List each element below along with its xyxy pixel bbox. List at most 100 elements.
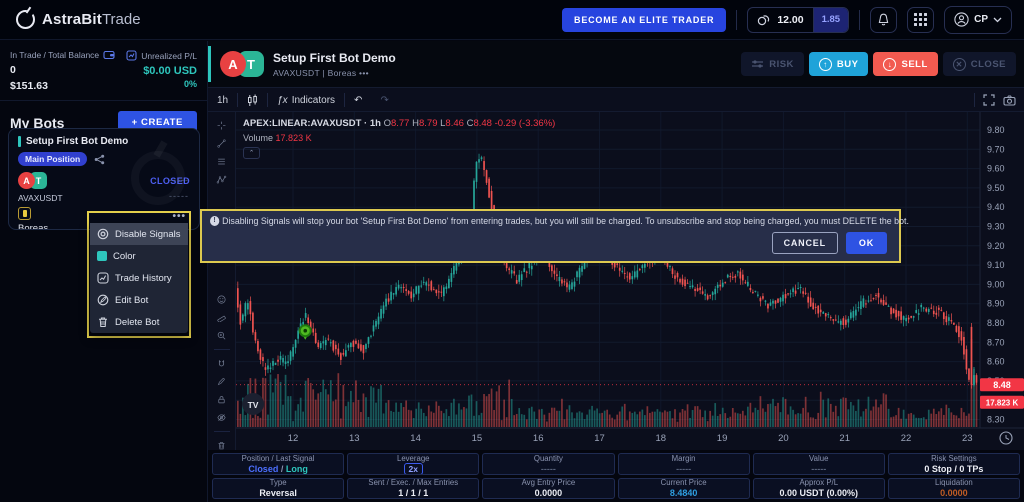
profile-menu[interactable]: CP <box>944 5 1012 34</box>
legend-collapse-button[interactable]: ⌃ <box>243 147 260 159</box>
stat-label: Value <box>809 453 829 463</box>
menu-item-delete-bot[interactable]: Delete Bot <box>90 311 188 333</box>
menu-item-trade-history[interactable]: Trade History <box>90 267 188 289</box>
bot-card[interactable]: Setup First Bot Demo Main Position A T C… <box>8 128 200 230</box>
stat-leverage: Leverage 2x <box>347 453 480 475</box>
stat-approx-p-l: Approx P/L 0.00 USDT (0.00%) <box>752 477 885 499</box>
svg-text:15: 15 <box>472 433 483 444</box>
menu-item-edit-bot[interactable]: Edit Bot <box>90 289 188 311</box>
nav-divider <box>859 9 861 30</box>
avax-coin-icon: A <box>18 172 35 189</box>
menu-item-disable-signals[interactable]: Disable Signals <box>90 223 188 245</box>
profile-initials: CP <box>974 14 988 25</box>
stat-label: Liquidation <box>935 478 973 488</box>
record-icon <box>97 228 109 240</box>
svg-text:9.60: 9.60 <box>987 164 1005 174</box>
stat-liquidation: Liquidation 0.0000 <box>887 477 1020 499</box>
hide-drawings-icon[interactable] <box>214 413 229 422</box>
upl-label: Unrealized P/L <box>141 50 197 61</box>
fullscreen-icon[interactable] <box>983 94 995 106</box>
pattern-tool-icon[interactable] <box>214 175 229 184</box>
svg-text:8.48: 8.48 <box>993 380 1011 390</box>
stat-position-last-signal: Position / Last Signal Closed / Long <box>212 453 345 475</box>
volume-label[interactable]: Volume <box>243 133 274 143</box>
arrow-up-icon: ↑ <box>818 57 832 71</box>
menu-item-label: Disable Signals <box>115 228 181 240</box>
crosshair-tool-icon[interactable] <box>214 121 229 130</box>
credits-pill[interactable]: 12.00 1.85 <box>747 6 850 33</box>
price-chart[interactable]: 9.80 9.70 9.60 9.50 9.40 9.30 9.20 9.10 9.00 8.90… <box>236 112 1024 450</box>
cancel-button[interactable]: CANCEL <box>771 232 838 254</box>
info-icon: ! <box>210 216 220 226</box>
svg-text:8.30: 8.30 <box>987 415 1005 425</box>
lock-tool-icon[interactable] <box>214 395 229 404</box>
candles-icon <box>248 94 258 106</box>
sell-button[interactable]: ↓ SELL <box>873 52 938 76</box>
svg-text:9.70: 9.70 <box>987 144 1005 154</box>
delete-drawings-icon[interactable] <box>214 441 229 450</box>
share-icon[interactable] <box>94 154 105 165</box>
svg-text:20: 20 <box>778 433 789 444</box>
edit-mode-icon[interactable] <box>214 377 229 386</box>
symbol-text[interactable]: APEX:LINEAR:AVAXUSDT · 1h <box>243 118 381 129</box>
svg-text:13: 13 <box>349 433 360 444</box>
chart-toolbar: 1h ƒx Indicators ↶ ↷ <box>208 89 1024 112</box>
fib-tool-icon[interactable] <box>214 157 229 166</box>
balance-summary: In Trade / Total Balance 0 $151.63 Unrea… <box>0 41 207 101</box>
emoji-tool-icon[interactable] <box>214 295 229 304</box>
interval-selector[interactable]: 1h <box>217 94 229 106</box>
menu-item-label: Color <box>113 250 136 262</box>
notifications-button[interactable] <box>870 6 898 33</box>
camera-icon[interactable] <box>1003 94 1016 106</box>
chart-style-button[interactable] <box>238 94 267 107</box>
bot-card-more-button[interactable]: ••• <box>172 211 186 222</box>
risk-button[interactable]: RISK <box>741 52 804 76</box>
stat-risk-settings: Risk Settings 0 Stop / 0 TPs <box>887 453 1020 475</box>
become-elite-trader-button[interactable]: BECOME AN ELITE TRADER <box>562 7 727 32</box>
header-more-button[interactable]: ••• <box>359 67 369 78</box>
bot-stat-dash: ----- <box>169 191 189 201</box>
chart-bot-title: Setup First Bot Demo <box>273 50 396 65</box>
close-value: 8.48 <box>473 118 492 129</box>
change-value: -0.29 (-3.36%) <box>494 118 556 129</box>
svg-text:17: 17 <box>594 433 605 444</box>
magnet-tool-icon[interactable] <box>214 359 229 368</box>
my-bots-heading: My Bots <box>10 114 65 131</box>
bot-strategy: Boreas <box>18 223 49 230</box>
arrow-down-icon: ↓ <box>883 57 897 71</box>
brand-logo[interactable]: AstraBitTrade <box>16 10 141 29</box>
stat-label: Current Price <box>660 478 707 488</box>
svg-text:21: 21 <box>839 433 850 444</box>
dialog-message: Disabling Signals will stop your bot 'Se… <box>222 216 909 227</box>
menu-item-color[interactable]: Color <box>90 245 188 267</box>
stat-label: Type <box>269 478 287 488</box>
stat-label: Sent / Exec. / Max Entries <box>368 478 459 488</box>
fx-icon: ƒx <box>277 94 288 106</box>
stat-value: 2x <box>403 462 423 474</box>
ok-button[interactable]: OK <box>845 232 887 254</box>
svg-text:8.90: 8.90 <box>987 299 1005 309</box>
redo-button[interactable]: ↷ <box>380 94 389 106</box>
astrabit-logo-icon <box>16 10 35 29</box>
watermark-logo <box>131 151 185 205</box>
stat-value: 1 / 1 / 1 <box>398 488 429 499</box>
svg-text:9.80: 9.80 <box>987 125 1005 135</box>
pair-icons: A T <box>220 51 264 77</box>
stat-value: 0.0000 <box>534 488 563 499</box>
menu-item-label: Edit Bot <box>115 294 149 306</box>
wallet-icon[interactable] <box>103 50 115 60</box>
indicators-button[interactable]: ƒx Indicators <box>277 94 336 106</box>
trendline-tool-icon[interactable] <box>214 139 229 148</box>
header-accent-bar <box>208 46 211 82</box>
zoom-in-tool-icon[interactable] <box>214 331 229 340</box>
apps-launcher-button[interactable] <box>907 6 935 33</box>
svg-text:19: 19 <box>717 433 728 444</box>
undo-button[interactable]: ↶ <box>354 94 363 106</box>
stat-sent-exec-max-entries: Sent / Exec. / Max Entries 1 / 1 / 1 <box>347 477 480 499</box>
svg-text:9.10: 9.10 <box>987 260 1005 270</box>
measure-tool-icon[interactable] <box>214 313 229 322</box>
close-position-button[interactable]: ✕ CLOSE <box>942 52 1016 76</box>
stat-label: Approx P/L <box>799 478 839 488</box>
buy-button[interactable]: ↑ BUY <box>808 52 869 76</box>
bell-icon <box>878 13 889 25</box>
